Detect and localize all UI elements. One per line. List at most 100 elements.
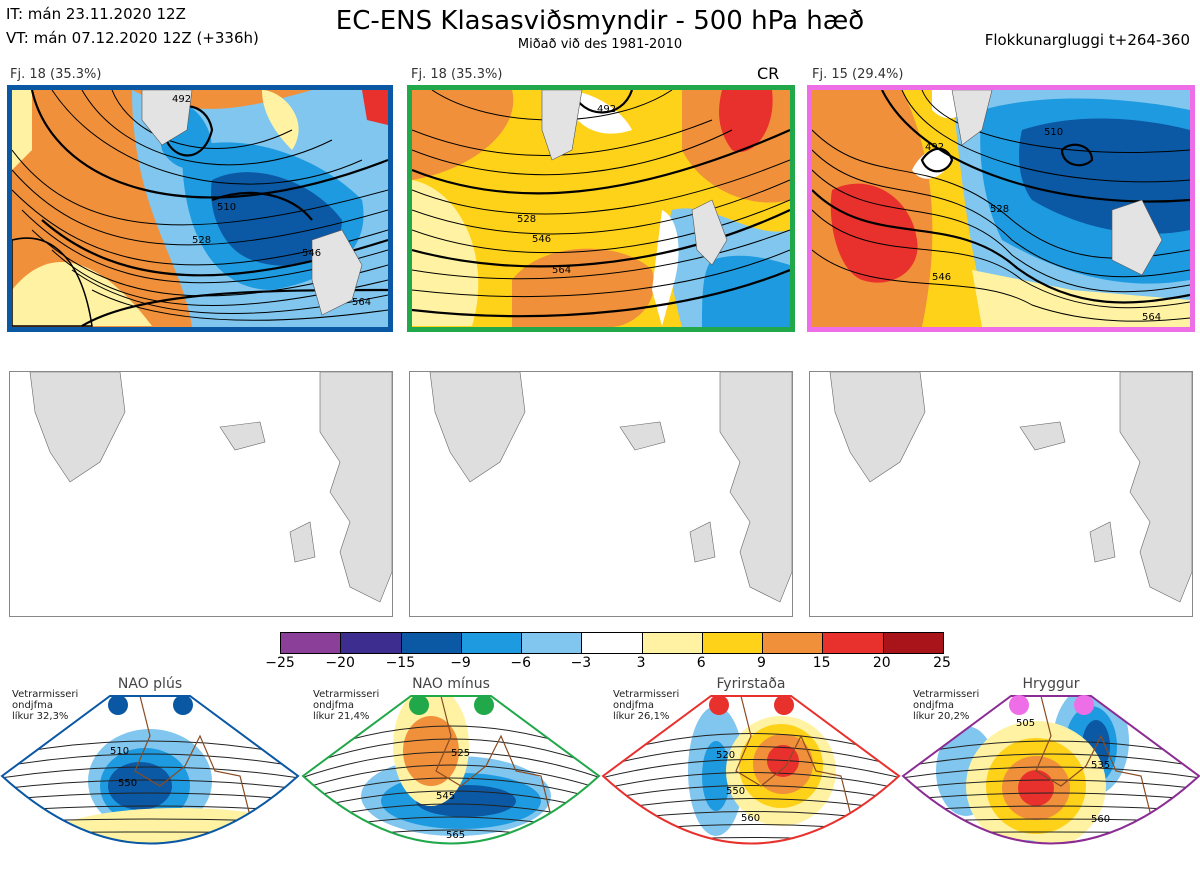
classification-window: Flokkunargluggi t+264-360 xyxy=(984,31,1190,49)
contour-label: 510 xyxy=(217,202,236,213)
colorbar-tick-label: −3 xyxy=(570,655,592,671)
colorbar-tick-label: 3 xyxy=(636,655,646,671)
regime-contour-label: 510 xyxy=(110,746,129,757)
colorbar-bin xyxy=(822,633,883,653)
regime-fan-map: 525 545 565 xyxy=(301,695,601,866)
height-contour xyxy=(903,792,1199,801)
regime-fan-map: 505 535 560 xyxy=(901,695,1200,871)
regime-probability: Vetrarmisseri ondjfma líkur 20,2% xyxy=(913,689,979,722)
regime-probability-line: Vetrarmisseri xyxy=(613,689,680,700)
regime-contour-label: 560 xyxy=(741,813,760,824)
initial-time: IT: mán 23.11.2020 12Z xyxy=(6,5,186,23)
colorbar-tick-label: 20 xyxy=(872,655,891,671)
cluster-map-2: 528 546 564 492 xyxy=(407,85,795,332)
colorbar-tick-label: 9 xyxy=(756,655,766,671)
regime-color-dot xyxy=(108,695,128,715)
regime-probability: Vetrarmisseri ondjfma líkur 26,1% xyxy=(613,689,679,722)
regime-color-dot xyxy=(709,695,729,715)
contour-label: 564 xyxy=(552,265,571,276)
control-run-label: CR xyxy=(757,64,780,83)
contour-label: 528 xyxy=(192,235,211,246)
regime-probability-line: ondjfma xyxy=(913,700,954,711)
regime-contour-label: 565 xyxy=(446,830,465,841)
regime-probability-line: Vetrarmisseri xyxy=(12,689,79,700)
anomaly-blob xyxy=(1018,770,1054,806)
colorbar-tick-label: 15 xyxy=(812,655,831,671)
cluster-label-1: Fj. 18 (35.3%) xyxy=(10,67,102,82)
colorbar-bin xyxy=(581,633,642,653)
colorbar xyxy=(280,632,944,654)
anomaly-blob xyxy=(50,808,298,844)
height-contour xyxy=(603,759,899,779)
regime-color-dot xyxy=(409,695,429,715)
regime-name: NAO plús xyxy=(117,676,183,692)
height-contour xyxy=(2,766,298,779)
colorbar-bin xyxy=(701,633,763,653)
colorbar-tick-label: −20 xyxy=(325,655,355,671)
contour-label: 492 xyxy=(172,94,191,105)
valid-time: VT: mán 07.12.2020 12Z (+336h) xyxy=(6,29,259,47)
height-contour xyxy=(303,764,599,790)
regime-fan-map: 520 550 560 xyxy=(601,695,901,856)
height-contour xyxy=(0,855,300,858)
cluster-label-2: Fj. 18 (35.3%) xyxy=(411,67,503,82)
height-contour xyxy=(603,746,899,768)
regime-contour-label: 520 xyxy=(716,750,735,761)
contour-label: 528 xyxy=(990,204,1009,215)
height-contour xyxy=(303,738,599,768)
anomaly-blob xyxy=(767,745,799,777)
regime-frame xyxy=(0,695,300,845)
height-contour xyxy=(903,766,1199,779)
regime-panel: 510 550 NAO plús Vetrarmisseri ondjfma líkur … xyxy=(0,676,300,871)
colorbar-bin xyxy=(521,633,582,653)
regime-contour-label: 560 xyxy=(1091,814,1110,825)
regime-color-dot xyxy=(474,695,494,715)
regime-contour-label: 505 xyxy=(1016,718,1035,729)
regime-name: NAO mínus xyxy=(412,676,490,692)
regime-probability-line: líkur 32,3% xyxy=(12,711,69,722)
regime-probability: Vetrarmisseri ondjfma líkur 32,3% xyxy=(12,689,78,722)
colorbar-tick-label: 25 xyxy=(933,655,951,671)
regime-color-dot xyxy=(1074,695,1094,715)
contour-label: 546 xyxy=(302,248,321,259)
height-contour xyxy=(901,866,1200,871)
colorbar-bin xyxy=(641,633,702,653)
height-contour xyxy=(303,842,599,844)
colorbar-bin xyxy=(762,633,823,653)
empty-map-1 xyxy=(9,371,393,617)
regime-probability: Vetrarmisseri ondjfma líkur 21,4% xyxy=(313,689,379,722)
regime-probability-line: ondjfma xyxy=(313,700,354,711)
anomaly-blob xyxy=(702,741,730,811)
regime-frame xyxy=(901,695,1200,845)
anomaly-blob xyxy=(108,762,172,810)
contour-label: 564 xyxy=(352,297,371,308)
colorbar-tick-label: −15 xyxy=(385,655,416,671)
regime-contour-label: 525 xyxy=(451,748,470,759)
regime-fan-map: 510 550 xyxy=(0,695,300,871)
contour-label: 492 xyxy=(597,104,616,115)
height-contour xyxy=(0,866,300,871)
height-contour xyxy=(301,856,601,866)
contour-label: 492 xyxy=(925,142,944,153)
regime-probability-line: líkur 20,2% xyxy=(913,711,970,722)
contour-label: 546 xyxy=(532,234,551,245)
contour-label: 546 xyxy=(932,272,951,283)
regime-panel: 505 535 560 Hryggur Vetrarmisseri ondjfma líku… xyxy=(901,676,1200,871)
colorbar-tick-label: −25 xyxy=(265,655,295,671)
regime-panel: 520 550 560 Fyrirstaða Vetrarmisseri ondjfma l… xyxy=(601,676,901,871)
colorbar-tick-label: 6 xyxy=(696,655,706,671)
colorbar-tick-label: −6 xyxy=(510,655,532,671)
colorbar-bin xyxy=(340,633,401,653)
height-contour xyxy=(601,851,901,856)
cluster-map-3: 510 528 546 564 492 xyxy=(807,85,1195,332)
height-contour xyxy=(303,790,599,812)
contour-label: 510 xyxy=(1044,127,1063,138)
cluster-label-3: Fj. 15 (29.4%) xyxy=(812,67,904,82)
regime-color-dot xyxy=(774,695,794,715)
regime-contour-label: 550 xyxy=(726,786,745,797)
regime-name: Hryggur xyxy=(1022,676,1080,692)
regime-frame xyxy=(301,695,601,845)
regime-frame xyxy=(601,695,901,845)
regime-contour-label: 545 xyxy=(436,791,455,802)
colorbar-bin xyxy=(882,633,943,653)
